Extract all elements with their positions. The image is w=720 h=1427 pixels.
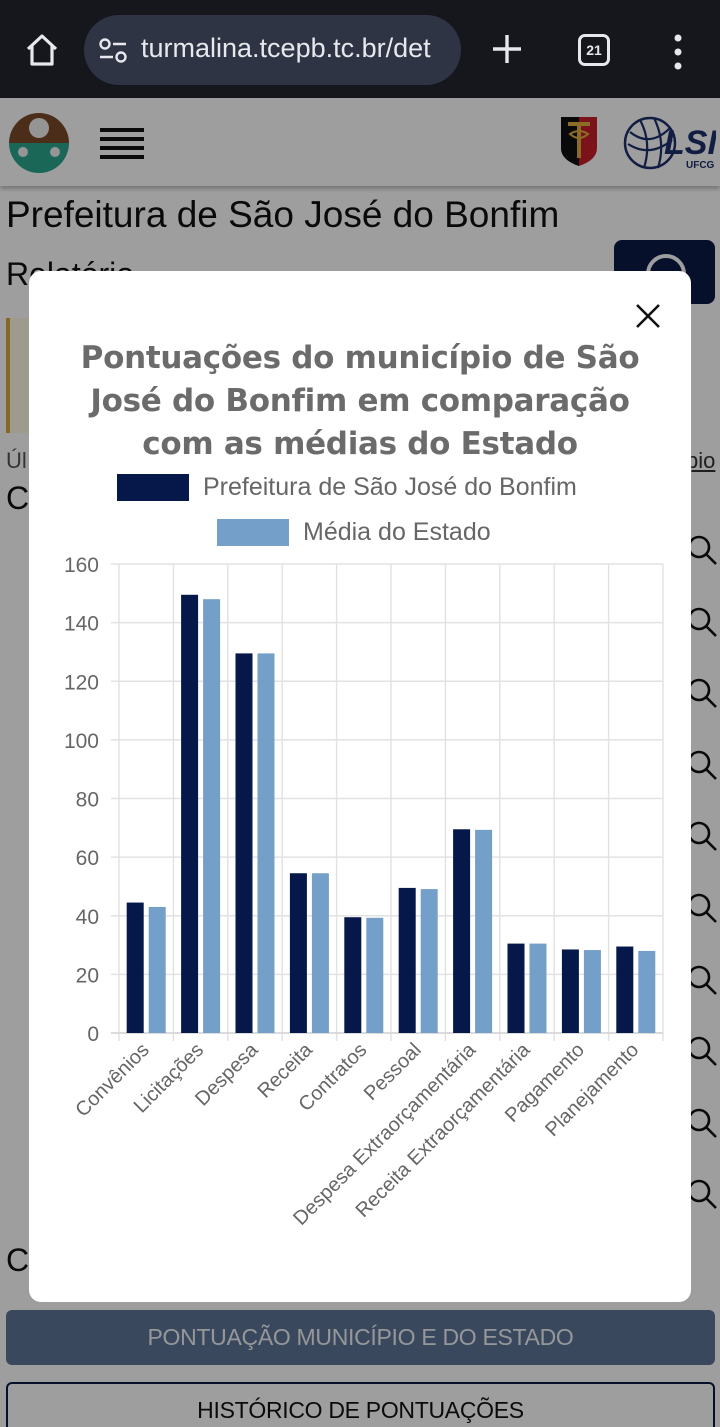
y-tick-label: 140 [64,613,99,636]
score-history-label: HISTÓRICO DE PONTUAÇÕES [197,1397,524,1423]
bar-estado[interactable] [148,906,166,1033]
chart-title-line: José do Bonfim em comparação [90,383,630,419]
y-tick-label: 160 [64,554,99,577]
bar-estado[interactable] [583,950,601,1033]
bar-municipio[interactable] [289,873,307,1033]
bar-estado[interactable] [529,943,547,1033]
chart-title: Pontuações do município de São José do B… [49,337,671,466]
more-options-icon[interactable] [668,32,688,72]
legend-item-municipio[interactable]: Prefeitura de São José do Bonfim [117,472,577,502]
site-settings-icon[interactable] [98,37,128,65]
bar-estado[interactable] [475,829,493,1033]
bar-estado[interactable] [638,950,656,1033]
site-navbar: LSI UFCG [0,98,720,186]
bar-municipio[interactable] [453,829,471,1033]
bar-municipio[interactable] [235,653,253,1033]
legend-swatch-municipio [117,473,189,501]
new-tab-icon[interactable] [490,32,524,66]
tab-count: 21 [586,42,602,58]
bar-estado[interactable] [203,599,221,1033]
score-history-button[interactable]: HISTÓRICO DE PONTUAÇÕES [6,1382,715,1427]
y-tick-label: 60 [76,847,99,870]
y-tick-label: 100 [64,730,99,753]
bar-municipio[interactable] [616,946,634,1033]
y-tick-label: 40 [76,906,99,929]
home-icon[interactable] [22,30,62,70]
y-tick-label: 20 [76,964,99,987]
bar-municipio[interactable] [344,917,362,1033]
bar-municipio[interactable] [507,943,525,1033]
bar-chart: 020406080100120140160ConvêniosLicitações… [64,554,664,1230]
page-title: Prefeitura de São José do Bonfim [6,194,560,235]
bar-estado[interactable] [257,653,275,1033]
bar-municipio[interactable] [181,594,199,1033]
legend-label-municipio: Prefeitura de São José do Bonfim [203,472,577,501]
y-tick-label: 0 [87,1023,99,1046]
close-icon[interactable] [633,301,663,331]
tab-switcher-button[interactable]: 21 [578,34,610,66]
bar-estado[interactable] [366,917,384,1033]
section-heading-2: C [6,1242,30,1278]
legend-swatch-estado [217,518,289,546]
bar-estado[interactable] [420,889,438,1033]
svg-text:LSI: LSI [664,124,716,162]
address-bar[interactable]: turmalina.tcepb.tc.br/det [84,15,461,85]
y-tick-label: 120 [64,671,99,694]
legend-label-estado: Média do Estado [303,517,491,546]
bar-municipio[interactable] [398,887,416,1033]
tce-crest-logo [561,117,597,166]
browser-toolbar: turmalina.tcepb.tc.br/det 21 [0,0,720,98]
y-tick-label: 80 [76,789,99,812]
section-heading: C [6,480,30,516]
bar-municipio[interactable] [561,949,579,1033]
chart-modal: Pontuações do município de São José do B… [29,271,691,1302]
bar-estado[interactable] [311,873,329,1033]
turmalina-logo[interactable] [8,112,70,174]
legend-item-estado[interactable]: Média do Estado [217,517,491,547]
bar-municipio[interactable] [126,902,144,1033]
lsi-ufcg-logo: LSI UFCG [623,116,716,171]
url-text[interactable]: turmalina.tcepb.tc.br/det [141,33,431,63]
score-comparison-label: PONTUAÇÃO MUNICÍPIO E DO ESTADO [147,1324,574,1350]
score-comparison-button[interactable]: PONTUAÇÃO MUNICÍPIO E DO ESTADO [6,1310,715,1365]
last-update-text: Úl [6,448,27,473]
x-tick-label: Planejamento [541,1039,643,1141]
svg-text:UFCG: UFCG [686,160,715,171]
chart-title-line: Pontuações do município de São [80,340,640,376]
chart-title-line: com as médias do Estado [142,426,578,462]
menu-icon[interactable] [100,126,144,160]
